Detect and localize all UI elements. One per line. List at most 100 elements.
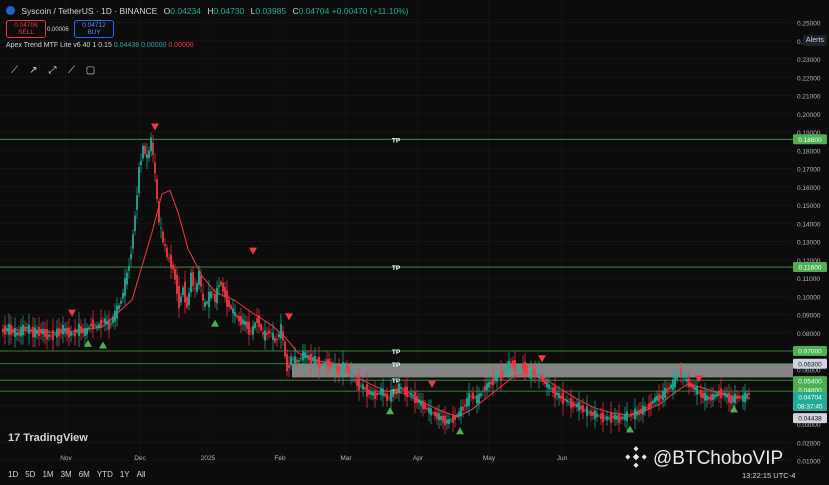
candle-body [62, 325, 64, 335]
buy-signal-triangle [386, 407, 394, 415]
candle-body [108, 319, 110, 330]
candle-body [588, 412, 590, 414]
sell-signal-triangle [521, 366, 529, 374]
buy-button[interactable]: 0.04712 BUY [74, 20, 114, 38]
range-ytd[interactable]: YTD [96, 470, 113, 479]
candle-body [400, 387, 402, 390]
candle-body [22, 324, 24, 336]
candle-body [294, 356, 296, 364]
candle-body [700, 390, 702, 398]
tp1-price-tag-bg [793, 134, 827, 145]
extended-line-icon[interactable]: ⤢ [48, 65, 57, 76]
candle-body [198, 270, 200, 285]
candle-body [84, 328, 86, 337]
candle-body [600, 413, 602, 420]
time-axis[interactable]: Nov Dec 2025 Feb Mar Apr May Jun [60, 455, 567, 462]
candle-body [310, 353, 312, 364]
candle-body [662, 390, 664, 400]
candle-body [194, 287, 196, 289]
candle-body [190, 272, 192, 293]
range-1y[interactable]: 1Y [119, 470, 130, 479]
candle-body [690, 382, 692, 387]
last-price-tag: 0.04704 [798, 394, 822, 401]
range-5d[interactable]: 5D [25, 470, 36, 479]
candle-body [112, 316, 114, 323]
candle-body [576, 403, 578, 408]
info-line-icon[interactable]: ⟋ [68, 65, 75, 76]
candle-body [440, 415, 442, 420]
candle-body [404, 386, 406, 395]
price-tick: 0.18000 [797, 148, 821, 155]
candle-body [418, 399, 420, 404]
range-1d[interactable]: 1D [8, 470, 19, 479]
sell-signal-triangle [68, 309, 76, 317]
candle-body [202, 293, 204, 301]
candle-body [476, 395, 478, 404]
candle-body [544, 380, 546, 385]
candle-body [110, 323, 112, 325]
candle-body [510, 362, 512, 364]
candle-body [362, 384, 364, 390]
candle-body [326, 359, 328, 366]
candle-body [304, 352, 306, 359]
candle-body [652, 400, 654, 404]
candle-body [408, 392, 410, 394]
rectangle-icon[interactable]: ▢ [85, 65, 96, 76]
candle-body [360, 385, 362, 387]
tp3-price-tag-bg [793, 346, 827, 356]
price-tick: 0.23000 [797, 57, 821, 64]
candle-body [368, 389, 370, 395]
candle-body [420, 400, 422, 406]
candle-body [120, 300, 122, 304]
candle-body [214, 294, 216, 303]
candle-body [672, 379, 674, 391]
candle-body [128, 266, 130, 271]
candle-body [154, 162, 156, 174]
candle-body [76, 330, 78, 333]
price-tick: 0.16000 [797, 185, 821, 192]
alerts-button[interactable]: Alerts [803, 35, 827, 46]
trend-line-icon[interactable]: ⟋ [11, 65, 18, 76]
indicator-name: Apex Trend MTF Lite v6 40 1 0.15 [6, 42, 112, 49]
candle-body [136, 195, 138, 210]
candle-body [674, 376, 676, 388]
candle-body [660, 395, 662, 399]
range-3m[interactable]: 3M [60, 470, 72, 479]
range-all[interactable]: All [136, 470, 146, 479]
candle-body [146, 154, 148, 159]
candle-body [86, 327, 88, 335]
ray-icon[interactable]: ↗ [29, 65, 38, 76]
candle-body [8, 324, 10, 335]
candle-body [638, 409, 640, 416]
candle-body [456, 414, 458, 417]
candle-body [236, 315, 238, 318]
candle-body [694, 386, 696, 390]
sell-button[interactable]: 0.04706 SELL [6, 20, 46, 38]
drawing-toolbar: ⟋ ↗ ⤢ ⟋ ▢ [8, 64, 97, 77]
candle-body [572, 401, 574, 408]
trend-price-tag: 0.04438 [798, 416, 822, 423]
candle-body [290, 356, 292, 366]
symbol-title[interactable]: Syscoin / TetherUS · 1D · BINANCE [21, 6, 158, 16]
symbol-header: Syscoin / TetherUS · 1D · BINANCE O0.042… [6, 6, 409, 16]
candle-body [244, 320, 246, 326]
indicator-legend[interactable]: Apex Trend MTF Lite v6 40 1 0.15 0.04438… [6, 42, 194, 49]
sell-signal-triangle [538, 355, 546, 363]
low-label: L [250, 6, 256, 16]
btchobovip-watermark: @BTChoboVIP [625, 446, 783, 470]
candle-body [78, 323, 80, 336]
candle-body [192, 271, 194, 286]
candle-body [398, 383, 400, 394]
candle-body [462, 406, 464, 411]
candle-body [228, 300, 230, 308]
candle-body [640, 408, 642, 414]
range-1m[interactable]: 1M [42, 470, 54, 479]
price-tick: 0.08000 [797, 331, 821, 338]
price-tick: 0.09000 [797, 313, 821, 320]
range-6m[interactable]: 6M [78, 470, 90, 479]
candle-body [446, 419, 448, 424]
candle-body [644, 406, 646, 412]
high-value: 0.04730 [213, 6, 245, 16]
candle-body [200, 275, 202, 287]
